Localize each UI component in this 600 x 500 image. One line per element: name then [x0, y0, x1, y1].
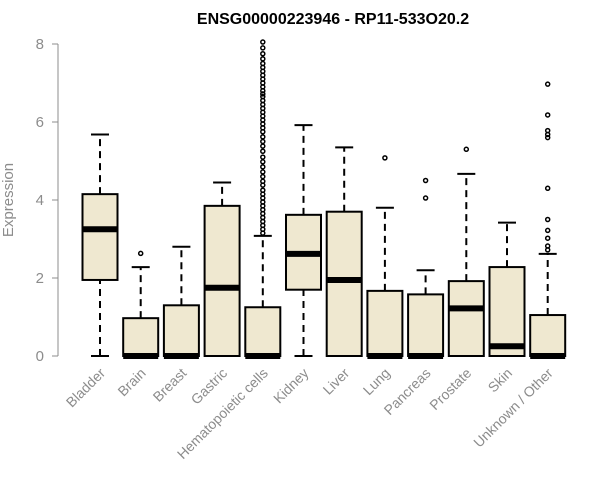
outlier-point: [544, 112, 551, 118]
outlier-point: [382, 155, 388, 161]
outlier-point: [137, 250, 144, 257]
box-skin: [488, 221, 526, 357]
outlier-point: [544, 216, 551, 223]
box-pancreas: [407, 177, 445, 359]
outlier-point: [260, 154, 266, 160]
outlier-point: [260, 138, 266, 145]
x-tick-label: Lung: [360, 365, 393, 398]
y-axis-label: Expression: [0, 163, 17, 237]
outlier-point: [544, 131, 551, 138]
outlier-point: [422, 195, 429, 201]
x-tick-label: Brain: [114, 365, 148, 399]
outlier-point: [260, 91, 266, 97]
y-tick-label: 8: [36, 36, 44, 53]
box-hematopoietic-cells: [244, 39, 282, 359]
x-tick-label: Breast: [150, 365, 190, 405]
x-tick-label: Bladder: [63, 365, 109, 411]
outlier-point: [260, 88, 266, 94]
outlier-point: [260, 129, 266, 135]
box-unknown-other: [529, 81, 567, 359]
iqr-box: [122, 317, 160, 358]
x-tick-label: Kidney: [270, 365, 312, 407]
outlier-point: [260, 164, 266, 170]
outlier-point: [260, 45, 266, 51]
outlier-point: [260, 56, 266, 62]
outlier-point: [260, 143, 266, 149]
outlier-point: [544, 134, 551, 141]
y-tick-label: 4: [36, 192, 44, 209]
box-brain: [122, 250, 160, 359]
boxes-group: [81, 39, 567, 359]
outlier-point: [544, 81, 551, 87]
iqr-box: [407, 293, 445, 358]
iqr-box: [447, 280, 485, 357]
iqr-box: [244, 306, 282, 357]
box-prostate: [447, 146, 485, 357]
outlier-point: [260, 134, 266, 140]
x-tick-label: Skin: [485, 365, 516, 396]
outlier-point: [422, 177, 429, 184]
outlier-point: [544, 185, 551, 192]
outlier-point: [260, 182, 266, 188]
box-bladder: [81, 133, 119, 357]
iqr-box: [81, 193, 119, 281]
x-tick-label: Prostate: [426, 365, 474, 413]
iqr-box: [325, 210, 363, 357]
iqr-box: [162, 304, 200, 357]
box-liver: [325, 146, 363, 357]
outlier-point: [260, 173, 266, 180]
outlier-point: [260, 51, 266, 57]
iqr-box: [366, 289, 404, 357]
box-gastric: [203, 181, 241, 357]
iqr-box: [488, 266, 526, 357]
outlier-point: [260, 148, 266, 154]
iqr-box: [529, 314, 567, 357]
y-axis: 0 2 4 6 8: [36, 36, 59, 365]
y-tick-label: 6: [36, 114, 44, 131]
iqr-box: [203, 204, 241, 357]
outlier-point: [260, 39, 266, 45]
x-tick-label: Liver: [320, 365, 353, 398]
outlier-point: [544, 227, 551, 234]
box-lung: [366, 155, 404, 359]
outlier-point: [463, 146, 470, 153]
outlier-point: [260, 230, 266, 236]
box-breast: [162, 245, 200, 359]
outlier-point: [260, 159, 266, 165]
outlier-point: [544, 247, 551, 253]
y-tick-label: 2: [36, 270, 44, 287]
y-tick-label: 0: [36, 348, 44, 365]
outlier-point: [260, 169, 266, 175]
outlier-point: [544, 235, 551, 241]
box-kidney: [285, 124, 322, 357]
chart-title: ENSG00000223946 - RP11-533O20.2: [197, 11, 469, 28]
